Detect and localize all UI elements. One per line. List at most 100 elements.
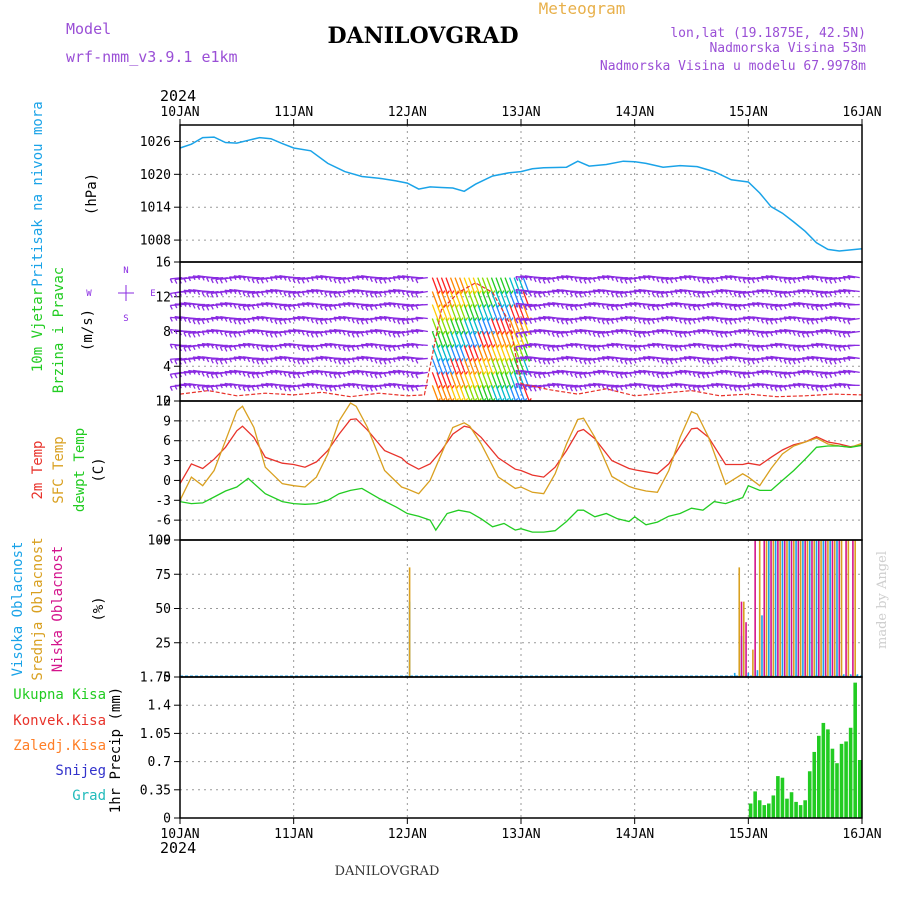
wind-barb-flag <box>583 292 587 297</box>
wind-barb-flag <box>515 333 519 338</box>
wind-barb-flag <box>738 343 742 348</box>
wind-barb-flag <box>187 318 192 324</box>
wind-barb-flag <box>455 358 460 362</box>
wind-barb-flag <box>515 318 519 324</box>
wind-barb-flag <box>397 275 401 281</box>
wind-barb <box>486 358 494 375</box>
precip-bar <box>844 741 848 818</box>
wind-barb-flag <box>505 384 510 389</box>
wind-barb-flag <box>228 370 232 375</box>
wind-barb-flag <box>342 302 346 308</box>
data-layer <box>169 136 863 818</box>
wind-barb <box>747 344 760 347</box>
wind-barb <box>279 303 292 307</box>
wind-barb-flag <box>810 356 814 361</box>
wind-barb-flag <box>819 358 824 363</box>
wind-barb-flag <box>460 358 464 362</box>
wind-barb-flag <box>619 304 623 310</box>
wind-barb-flag <box>828 373 833 378</box>
wind-barb-flag <box>378 292 383 298</box>
wind-barb-flag <box>778 305 783 311</box>
wind-barb-flag <box>578 329 583 334</box>
wind-barb-flag <box>269 289 273 294</box>
wind-barb-flag <box>815 292 819 297</box>
wind-barb <box>292 357 306 360</box>
wind-barb <box>602 317 615 321</box>
wind-barb-flag <box>269 318 273 324</box>
wind-barb-flag <box>351 276 355 282</box>
wind-barb-flag <box>783 304 787 310</box>
wind-barb-flag <box>383 331 387 336</box>
wind-barb <box>220 344 233 348</box>
wind-barb-flag <box>369 387 373 392</box>
wind-barb-flag <box>797 358 801 364</box>
wind-barb-flag <box>187 383 192 388</box>
grid-layer <box>180 125 862 819</box>
wind-barb-flag <box>505 331 510 335</box>
wind-barb-flag <box>701 344 705 349</box>
wind-barb-flag <box>515 289 519 294</box>
wind-barb <box>406 384 419 388</box>
wind-barb-flag <box>801 289 805 294</box>
wind-barb-flag <box>710 383 714 389</box>
wind-barb-flag <box>715 277 719 283</box>
wind-barb-flag <box>760 370 764 375</box>
wind-barb-flag <box>233 370 237 375</box>
wind-barb-flag <box>269 276 273 282</box>
wind-barb-flag <box>524 320 528 325</box>
wind-barb-flag <box>742 359 746 364</box>
wind-barb-flag <box>505 358 510 362</box>
wind-barb-flag <box>210 386 214 391</box>
wind-barb-flag <box>674 317 678 323</box>
wind-barb-flag <box>792 383 796 389</box>
wind-barb-flag <box>733 319 737 324</box>
wind-barb-flag <box>210 293 214 298</box>
wind-barb-flag <box>310 276 314 282</box>
wind-barb-flag <box>774 343 778 348</box>
wind-barb-flag <box>260 302 264 308</box>
wind-barb-flag <box>278 385 282 391</box>
wind-barb-flag <box>492 344 496 348</box>
wind-barb-flag <box>287 306 292 311</box>
wind-barb <box>320 384 333 387</box>
wind-barb-flag <box>569 356 573 362</box>
wind-barb-flag <box>333 293 337 298</box>
wind-barb-flag <box>492 304 496 308</box>
wind-barb-flag <box>647 343 651 349</box>
wind-barb-flag <box>392 333 396 338</box>
wind-barb-flag <box>783 385 787 391</box>
wind-barb-flag <box>310 333 314 338</box>
wind-barb <box>297 357 310 361</box>
wind-barb-flag <box>597 370 601 375</box>
wind-barb-flag <box>442 331 446 335</box>
wind-barb-flag <box>810 371 814 376</box>
wind-barb <box>311 317 324 320</box>
wind-barb-flag <box>406 386 410 392</box>
wind-barb-flag <box>728 343 733 349</box>
wind-barb-flag <box>838 347 842 352</box>
precip-bar <box>776 776 780 818</box>
wind-barb-flag <box>610 343 614 348</box>
wind-barb-flag <box>315 333 319 338</box>
wind-barb-flag <box>765 370 769 375</box>
wind-barb-flag <box>524 290 528 296</box>
wind-barb <box>463 385 471 402</box>
wind-barb-flag <box>565 290 569 296</box>
wind-barb-flag <box>556 333 560 338</box>
wind-barb <box>615 371 628 375</box>
wind-barb-flag <box>251 278 255 284</box>
wind-barb-flag <box>292 317 296 322</box>
year-top: 2024 <box>160 87 196 105</box>
wind-barb-flag <box>296 329 301 335</box>
wind-barb-flag <box>215 303 219 309</box>
wind-barb-flag <box>442 384 446 389</box>
wind-barb-flag <box>206 343 210 348</box>
wind-barb-flag <box>828 345 833 351</box>
wind-barb-flag <box>792 278 796 284</box>
precip-bar <box>853 682 857 818</box>
wind-barb-flag <box>347 277 351 283</box>
wind-barb-flag <box>496 317 500 321</box>
wind-barb-flag <box>751 316 755 322</box>
wind-barb-flag <box>819 277 824 283</box>
wind-barb-flag <box>496 371 500 375</box>
